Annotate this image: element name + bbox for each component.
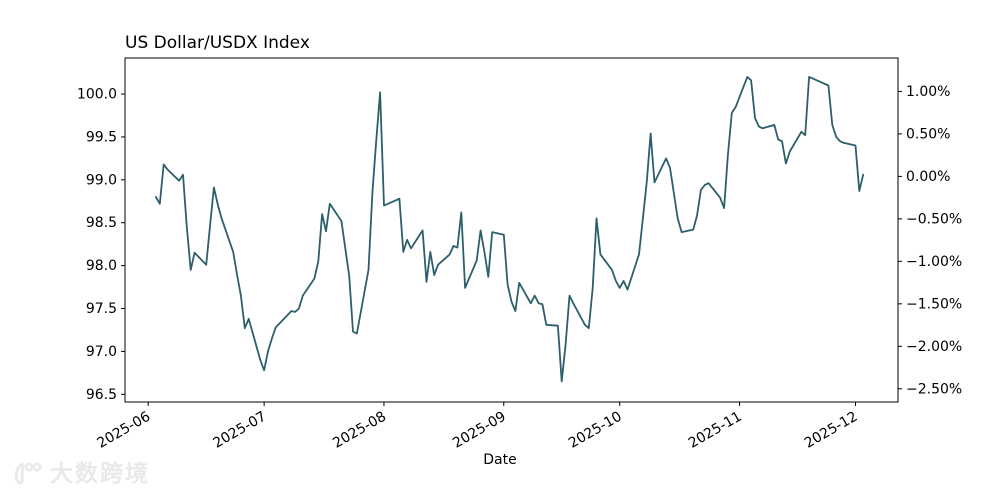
y-tick-label-right: 0.50%: [906, 126, 950, 142]
y-tick-label-right: 0.00%: [906, 169, 950, 185]
y-tick-label-left: 98.5: [86, 215, 117, 231]
y-tick-label-right: −1.00%: [906, 254, 962, 270]
x-tick-label: 2025-12: [802, 409, 861, 452]
y-tick-label-right: −2.00%: [906, 339, 962, 355]
watermark-logo-icon: [14, 462, 42, 485]
y-tick-label-right: −0.50%: [906, 211, 962, 227]
watermark-text: 大数跨境: [50, 461, 150, 487]
x-tick-label: 2025-10: [566, 409, 625, 452]
y-tick-label-left: 99.0: [86, 172, 117, 188]
y-tick-label-right: −2.50%: [906, 381, 962, 397]
plot-border: [124, 57, 899, 403]
y-tick-label-left: 97.5: [86, 301, 117, 317]
y-tick-label-right: 1.00%: [906, 84, 950, 100]
x-tick-label: 2025-07: [210, 409, 269, 452]
y-tick-label-right: −1.50%: [906, 296, 962, 312]
y-tick-label-left: 99.5: [86, 129, 117, 145]
x-axis-label: Date: [483, 452, 517, 468]
y-tick-label-left: 97.0: [86, 344, 117, 360]
watermark: 大数跨境: [8, 456, 150, 492]
price-line: [154, 76, 865, 383]
y-tick-label-left: 98.0: [86, 258, 117, 274]
chart-title: US Dollar/USDX Index: [125, 33, 310, 53]
x-tick-label: 2025-11: [686, 409, 745, 452]
y-tick-label-left: 96.5: [86, 387, 117, 403]
x-tick-label: 2025-08: [330, 409, 389, 452]
y-tick-label-left: 100.0: [77, 87, 117, 103]
x-tick-label: 2025-09: [450, 409, 509, 452]
x-tick-label: 2025-06: [95, 409, 154, 452]
